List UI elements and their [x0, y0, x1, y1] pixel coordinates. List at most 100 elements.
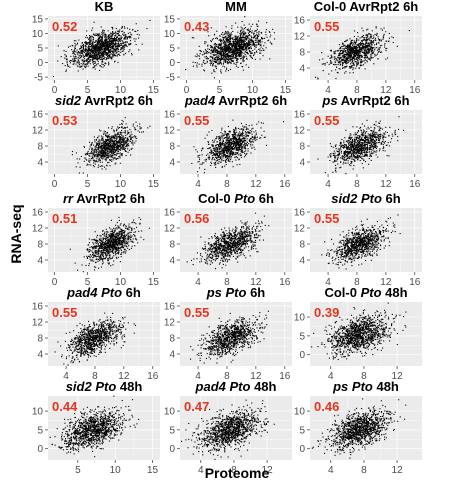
data-point: [124, 117, 126, 119]
data-point: [218, 50, 220, 52]
data-point: [239, 36, 241, 38]
data-point: [99, 65, 101, 67]
data-point: [87, 53, 89, 55]
data-point: [88, 164, 90, 166]
data-point: [84, 50, 86, 52]
data-point: [89, 155, 91, 157]
data-point: [117, 133, 119, 135]
data-point: [115, 150, 117, 152]
data-point: [101, 161, 103, 163]
data-point: [230, 151, 232, 153]
data-point: [81, 59, 83, 61]
data-point: [246, 37, 248, 39]
data-point: [238, 45, 240, 47]
data-point: [74, 56, 76, 58]
data-point: [107, 135, 109, 137]
data-point: [227, 138, 229, 140]
data-point: [88, 52, 90, 54]
data-point: [106, 49, 108, 51]
data-point: [100, 48, 102, 50]
data-point: [125, 141, 127, 143]
data-point: [111, 47, 113, 49]
data-point: [372, 41, 374, 43]
data-point: [101, 41, 103, 43]
data-point: [352, 49, 354, 51]
data-point: [237, 45, 239, 47]
x-tick-label: 8: [354, 85, 360, 96]
data-point: [360, 55, 362, 57]
data-point: [90, 50, 92, 52]
data-point: [216, 137, 218, 139]
data-point: [92, 153, 94, 155]
data-point: [339, 51, 341, 53]
data-point: [85, 55, 87, 57]
data-point: [82, 48, 84, 50]
data-point: [250, 40, 252, 42]
data-point: [113, 145, 115, 147]
data-point: [104, 156, 106, 158]
data-point: [247, 45, 249, 47]
data-point: [101, 151, 103, 153]
data-point: [127, 139, 129, 141]
data-point: [240, 30, 242, 32]
data-point: [73, 59, 75, 61]
data-point: [114, 55, 116, 57]
data-point: [97, 63, 99, 65]
data-point: [245, 153, 247, 155]
data-point: [206, 58, 208, 60]
data-point: [239, 38, 241, 40]
data-point: [94, 41, 96, 43]
data-point: [206, 52, 208, 54]
data-point: [345, 66, 347, 68]
data-point: [94, 45, 96, 47]
data-point: [351, 39, 353, 41]
data-point: [225, 45, 227, 47]
data-point: [112, 143, 114, 145]
data-point: [360, 60, 362, 62]
data-point: [115, 43, 117, 45]
data-point: [127, 143, 129, 145]
data-point: [246, 127, 248, 129]
data-point: [340, 57, 342, 59]
data-point: [130, 33, 132, 35]
data-point: [321, 63, 323, 65]
data-point: [124, 42, 126, 44]
data-point: [118, 140, 120, 142]
data-point: [360, 61, 362, 63]
data-point: [235, 144, 237, 146]
data-point: [250, 40, 252, 42]
data-point: [93, 53, 95, 55]
data-point: [104, 51, 106, 53]
data-point: [239, 153, 241, 155]
data-point: [256, 35, 258, 37]
data-point: [229, 33, 231, 35]
data-point: [72, 52, 74, 54]
data-point: [351, 62, 353, 64]
data-point: [94, 57, 96, 59]
data-point: [239, 141, 241, 143]
data-point: [128, 43, 130, 45]
data-point: [238, 41, 240, 43]
data-point: [117, 32, 119, 34]
data-point: [339, 61, 341, 63]
data-point: [80, 66, 82, 68]
data-point: [339, 52, 341, 54]
data-point: [93, 56, 95, 58]
data-point: [359, 54, 361, 56]
data-point: [225, 48, 227, 50]
data-point: [117, 46, 119, 48]
data-point: [349, 45, 351, 47]
data-point: [240, 32, 242, 34]
data-point: [345, 71, 347, 73]
data-point: [97, 155, 99, 157]
data-point: [357, 54, 359, 56]
data-point: [111, 147, 113, 149]
data-point: [242, 39, 244, 41]
data-point: [345, 45, 347, 47]
data-point: [363, 50, 365, 52]
data-point: [205, 55, 207, 57]
data-point: [258, 40, 260, 42]
data-point: [102, 35, 104, 37]
data-point: [352, 39, 354, 41]
